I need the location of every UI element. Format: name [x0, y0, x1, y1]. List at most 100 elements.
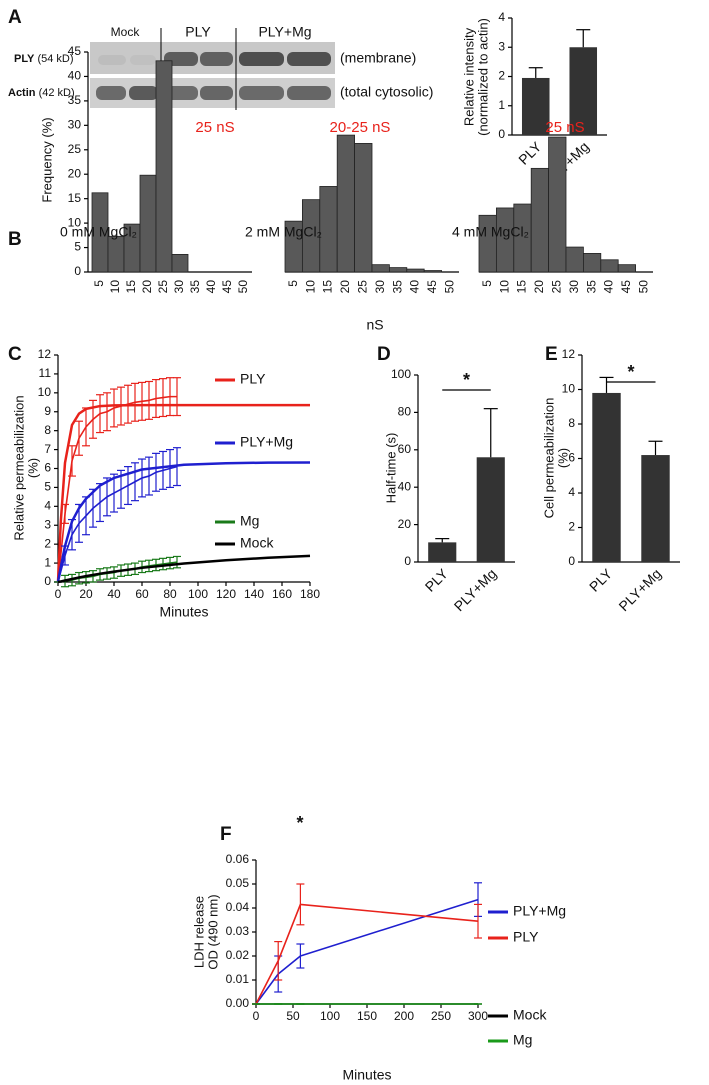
- x-tick-label: 30: [172, 280, 186, 294]
- x-tick-label: 35: [584, 280, 598, 294]
- x-tick-label: 30: [567, 280, 581, 294]
- panel-label: C: [8, 344, 22, 365]
- bar: [476, 457, 505, 562]
- lane-label: PLY: [185, 24, 211, 40]
- band: [239, 86, 284, 100]
- x-tick-label: 120: [216, 587, 236, 601]
- x-axis-label: Minutes: [342, 1067, 391, 1083]
- x-tick-label: 35: [390, 280, 404, 294]
- annotation: 25 nS: [195, 119, 234, 136]
- legend-label: PLY: [240, 371, 266, 387]
- x-tick-label: 50: [636, 280, 650, 294]
- y-tick-label: 1: [498, 98, 505, 112]
- y-tick-label: 20: [68, 166, 82, 180]
- y-tick-label: 35: [68, 93, 82, 107]
- y-tick-label: 15: [68, 191, 82, 205]
- x-tick-label: 45: [619, 280, 633, 294]
- x-tick-label: 50: [236, 280, 250, 294]
- band: [200, 52, 233, 66]
- band: [200, 86, 233, 100]
- data-line: [255, 903, 479, 1005]
- bar: [371, 264, 390, 273]
- y-tick-label: 1: [44, 555, 51, 569]
- y-axis-label: Frequency (%): [39, 117, 54, 202]
- panel-label: B: [8, 229, 22, 250]
- x-tick-label: 20: [140, 280, 154, 294]
- y-tick-label: 8: [568, 416, 575, 430]
- bar: [592, 392, 621, 562]
- y-axis-label: LDH release: [191, 896, 206, 968]
- panel-label: F: [220, 824, 232, 845]
- x-tick-label: 20: [532, 280, 546, 294]
- x-tick-label: 180: [300, 587, 320, 601]
- y-tick-label: 2: [498, 69, 505, 83]
- bar: [569, 47, 598, 135]
- y-tick-label: 10: [68, 215, 82, 229]
- y-tick-label: 30: [68, 118, 82, 132]
- band: [129, 86, 158, 100]
- x-tick-label: PLY+Mg: [451, 565, 500, 614]
- data-line: [255, 898, 479, 1005]
- x-tick-label: PLY+Mg: [615, 565, 664, 614]
- x-tick-label: 160: [272, 587, 292, 601]
- legend-label: Mg: [240, 513, 259, 529]
- x-tick-label: 45: [425, 280, 439, 294]
- y-tick-label: 0: [568, 554, 575, 568]
- y-tick-label: 60: [398, 442, 412, 456]
- x-tick-label: 30: [373, 280, 387, 294]
- fit-line: [56, 403, 310, 583]
- lane-label: PLY+Mg: [258, 24, 311, 40]
- bar: [617, 264, 637, 273]
- x-tick-label: 10: [497, 280, 511, 294]
- x-axis-label: nS: [366, 317, 383, 333]
- y-axis-label: (%): [25, 458, 40, 478]
- lane-label: Mock: [111, 25, 141, 39]
- bar: [91, 192, 109, 273]
- y-tick-label: 40: [398, 479, 412, 493]
- chart-title: 4 mM MgCl₂: [452, 224, 529, 240]
- x-tick-label: 140: [244, 587, 264, 601]
- x-tick-label: 300: [468, 1009, 488, 1023]
- y-tick-label: 4: [498, 10, 505, 24]
- x-tick-label: 10: [303, 280, 317, 294]
- band: [164, 52, 198, 66]
- significance: *: [627, 362, 634, 382]
- bar: [423, 270, 443, 273]
- x-tick-label: 60: [135, 587, 149, 601]
- x-tick-label: 15: [515, 280, 529, 294]
- y-axis-label: OD (490 nm): [205, 894, 220, 969]
- protein: Actin: [8, 87, 36, 99]
- band: [164, 86, 198, 100]
- bar: [319, 186, 338, 273]
- y-tick-label: 2: [568, 520, 575, 534]
- x-tick-label: PLY: [515, 138, 545, 168]
- x-tick-label: 40: [204, 280, 218, 294]
- annotation: *: [296, 813, 303, 833]
- x-tick-label: 50: [442, 280, 456, 294]
- fraction-label: (membrane): [340, 50, 416, 66]
- y-axis-label: Cell permeabilization: [541, 398, 556, 519]
- bar: [336, 134, 356, 273]
- y-tick-label: 40: [68, 69, 82, 83]
- x-tick-label: 40: [602, 280, 616, 294]
- bar: [495, 207, 515, 273]
- y-tick-label: 12: [562, 347, 576, 361]
- y-tick-label: 4: [568, 485, 575, 499]
- y-tick-label: 0.06: [226, 852, 250, 866]
- x-tick-label: 150: [357, 1009, 377, 1023]
- y-tick-label: 0: [404, 554, 411, 568]
- bar: [388, 267, 408, 273]
- x-tick-label: 15: [124, 280, 138, 294]
- x-tick-label: 20: [338, 280, 352, 294]
- band: [96, 86, 126, 100]
- band: [239, 52, 284, 66]
- fit-line: [57, 554, 311, 584]
- x-tick-label: 50: [286, 1009, 300, 1023]
- bar: [583, 253, 602, 273]
- bar: [155, 60, 173, 273]
- x-tick-label: 35: [188, 280, 202, 294]
- bar: [565, 246, 584, 273]
- y-axis-label: Relative intensity: [461, 27, 476, 126]
- y-tick-label: 0.01: [226, 972, 250, 986]
